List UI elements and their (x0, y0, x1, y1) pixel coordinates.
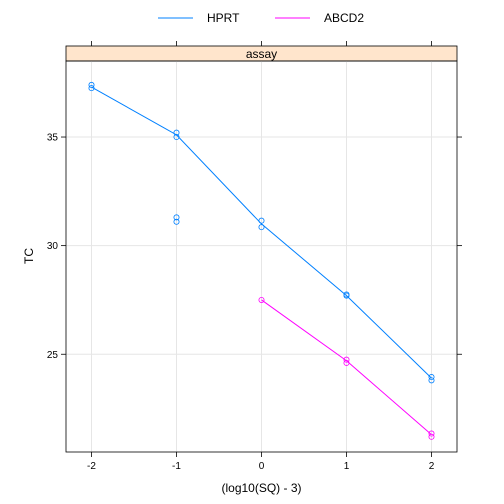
x-tick-label: -1 (172, 461, 181, 472)
series-points (88, 81, 435, 440)
data-point-hprt (428, 377, 435, 384)
gridlines (66, 61, 457, 452)
data-point-hprt (173, 134, 180, 141)
tick-labels: -2 -1 0 1 2 25 30 35 (47, 133, 435, 472)
data-point-hprt (258, 217, 265, 224)
data-point-abcd2 (428, 430, 435, 437)
legend: HPRT ABCD2 (158, 11, 364, 25)
data-point-hprt (173, 218, 180, 225)
strip: assay (65, 45, 458, 62)
data-point-hprt (258, 224, 265, 231)
legend-label-hprt: HPRT (207, 11, 240, 25)
data-point-hprt (343, 292, 350, 299)
x-tick-label: 0 (259, 461, 265, 472)
y-tick-label: 25 (47, 350, 59, 361)
data-point-abcd2 (258, 296, 265, 303)
x-tick-label: 2 (429, 461, 435, 472)
y-tick-label: 35 (47, 133, 59, 144)
data-point-hprt (428, 374, 435, 381)
data-point-hprt (88, 81, 95, 88)
y-axis-title: TC (22, 248, 36, 264)
series-lines (91, 86, 432, 435)
axis-ticks (61, 41, 462, 457)
data-point-hprt (88, 85, 95, 92)
data-point-abcd2 (428, 433, 435, 440)
strip-label: assay (246, 47, 277, 61)
series-line-abcd2 (261, 299, 432, 435)
y-tick-label: 30 (47, 241, 59, 252)
data-point-hprt (173, 214, 180, 221)
data-point-hprt (173, 129, 180, 136)
legend-label-abcd2: ABCD2 (324, 11, 364, 25)
x-tick-label: -2 (87, 461, 96, 472)
x-tick-label: 1 (344, 461, 350, 472)
data-point-abcd2 (343, 356, 350, 363)
data-point-abcd2 (343, 359, 350, 366)
plot-frame (65, 60, 458, 453)
x-axis-title: (log10(SQ) - 3) (221, 481, 301, 495)
series-line-hprt (91, 86, 432, 379)
